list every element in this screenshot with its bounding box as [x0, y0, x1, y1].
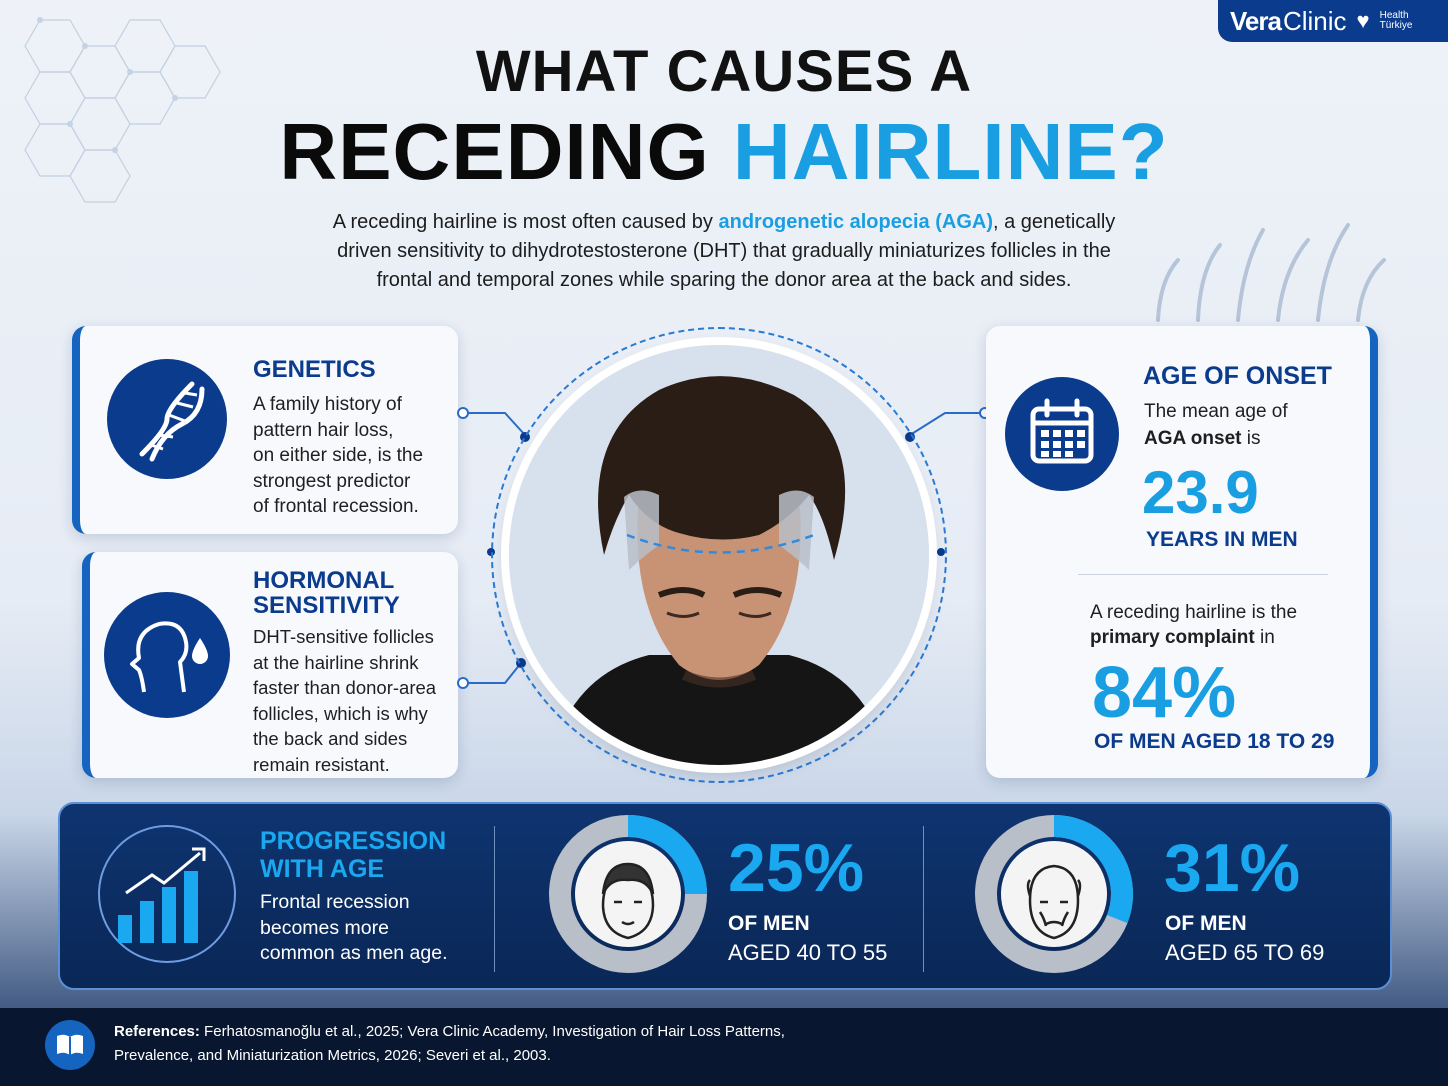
intro-text-rest: , a genetically driven sensitivity to di…: [337, 211, 1116, 291]
logo-brand-regular: Clinic: [1282, 5, 1347, 36]
age-of-onset-card: AGE OF ONSET The mean age of AGA onset i…: [986, 326, 1378, 778]
man-portrait-image: [509, 345, 929, 765]
complaint-text: A receding hairline is the primary compl…: [1090, 602, 1298, 648]
references-bar: [0, 1008, 1448, 1086]
intro-highlight: androgenetic alopecia (AGA): [718, 211, 993, 233]
mean-onset-age-caption: YEARS IN MEN: [1146, 528, 1298, 551]
age-card-text: The mean age of AGA onset is: [1144, 401, 1288, 449]
pct-65-69-caption2: AGED 65 TO 69: [1165, 940, 1325, 965]
title-hairline: HAIRLINE?: [732, 107, 1169, 196]
partner-logo: Health Türkiye: [1379, 10, 1413, 31]
vera-clinic-logo[interactable]: Vera Clinic ♥ Health Türkiye: [1218, 0, 1448, 42]
title-receding: RECEDING: [279, 107, 710, 196]
mean-onset-age-stat: 23.9: [1142, 459, 1259, 526]
growth-chart-icon: [98, 825, 236, 963]
references-text: References: Ferhatosmanoğlu et al., 2025…: [114, 1023, 785, 1064]
progression-panel: [58, 802, 1392, 990]
pct-40-55-caption2: AGED 40 TO 55: [728, 940, 888, 965]
pct-40-55-caption1: OF MEN: [728, 912, 810, 935]
hormonal-title: HORMONAL SENSITIVITY: [253, 567, 400, 619]
pct-65-69-caption1: OF MEN: [1165, 912, 1247, 935]
hormonal-text: DHT-sensitive follicles at the hairline s…: [253, 626, 437, 775]
portrait-ring: [491, 327, 947, 783]
pct-40-55: 25%: [728, 830, 865, 906]
hexagon-pattern: [24, 17, 221, 203]
dna-icon: [107, 359, 227, 479]
book-icon: [45, 1020, 95, 1070]
genetics-text: A family history of pattern hair loss, on…: [253, 394, 424, 517]
percent-ring-40-55: [549, 815, 707, 973]
heart-icon: ♥: [1356, 8, 1370, 33]
progression-text: Frontal recession becomes more common as m…: [260, 891, 448, 964]
hormonal-card: HORMONAL SENSITIVITY DHT-sensitive follic…: [82, 552, 458, 778]
page-title-line2: RECEDING HAIRLINE?: [0, 106, 1448, 198]
calendar-icon: [1005, 377, 1119, 491]
hair-follicle-decoration: [1156, 223, 1386, 322]
age-card-divider: [1078, 574, 1328, 575]
panel-divider: [923, 826, 924, 972]
pct-65-69: 31%: [1164, 830, 1301, 906]
age-card-title: AGE OF ONSET: [1143, 362, 1332, 390]
primary-complaint-stat: 84%: [1092, 653, 1237, 733]
panel-divider: [494, 826, 495, 972]
genetics-title: GENETICS: [253, 356, 376, 383]
head-drop-icon: [104, 592, 230, 718]
references-label: References:: [114, 1023, 200, 1040]
percent-ring-65-69: [975, 815, 1133, 973]
primary-complaint-caption: OF MEN AGED 18 TO 29: [1094, 730, 1335, 753]
page-title-line1: WHAT CAUSES A: [475, 39, 973, 104]
genetics-card: GENETICS A family history of pattern hair…: [72, 326, 458, 534]
intro-text: A receding hairline is most often caused…: [332, 211, 719, 233]
logo-brand-bold: Vera: [1230, 5, 1282, 36]
progression-title: PROGRESSION WITH AGE: [260, 827, 447, 883]
intro-paragraph: A receding hairline is most often caused…: [324, 208, 1124, 295]
